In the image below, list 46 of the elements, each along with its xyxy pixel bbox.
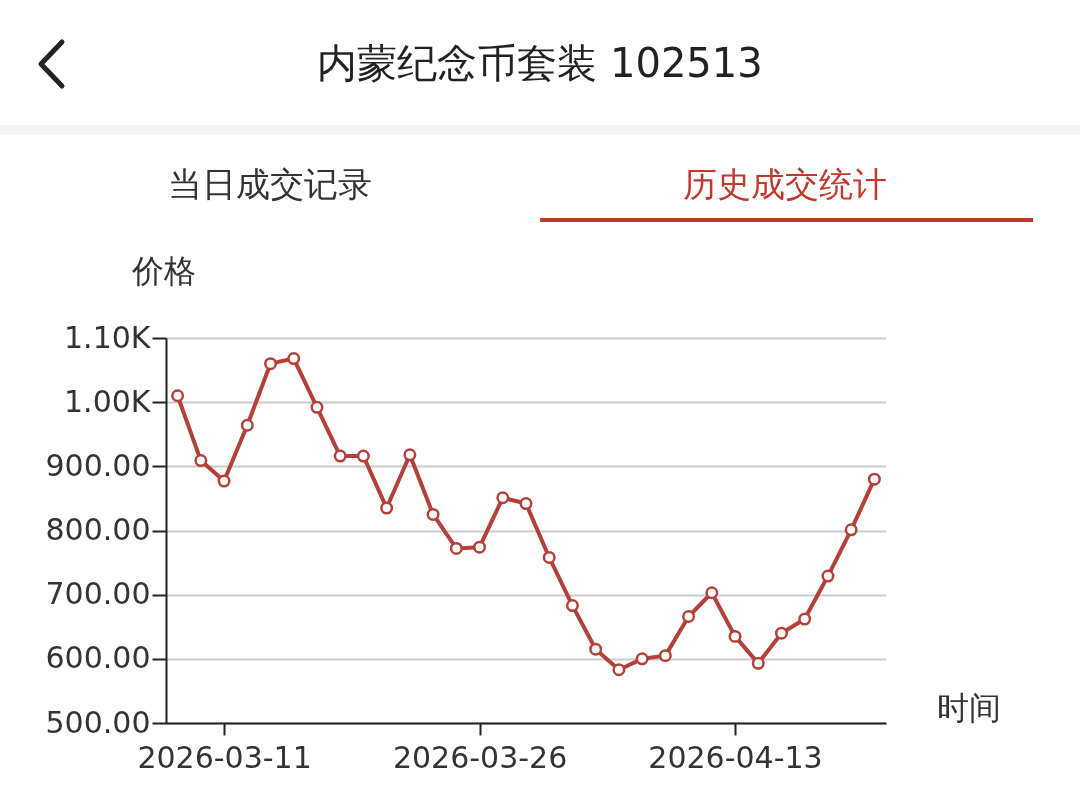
y-tick-label: 600.00 bbox=[45, 640, 151, 676]
text: 历史成交统计 bbox=[682, 163, 888, 206]
point bbox=[287, 352, 301, 366]
x-tick-label: 2026-03-11 bbox=[137, 739, 312, 775]
point bbox=[519, 497, 533, 511]
point bbox=[496, 491, 510, 505]
point bbox=[240, 418, 254, 432]
point bbox=[705, 586, 719, 600]
point bbox=[403, 448, 417, 462]
chart-title: 内蒙纪念币套装 102513 bbox=[316, 39, 764, 88]
point bbox=[635, 652, 649, 666]
y-tick-label: 900.00 bbox=[45, 447, 151, 483]
y-tick-label: 700.00 bbox=[45, 576, 151, 612]
x-axis-title: 时间 bbox=[936, 688, 1001, 727]
y-tick-label: 1.10K bbox=[64, 319, 152, 355]
point bbox=[658, 649, 672, 663]
point bbox=[612, 663, 626, 677]
point bbox=[473, 540, 487, 554]
point bbox=[542, 550, 556, 564]
point bbox=[380, 501, 394, 515]
point bbox=[728, 629, 742, 643]
x-tick-label: 2026-04-13 bbox=[648, 739, 823, 775]
point bbox=[751, 656, 765, 670]
point bbox=[264, 357, 278, 371]
point bbox=[821, 569, 835, 583]
point bbox=[867, 472, 881, 486]
y-tick-label: 500.00 bbox=[45, 704, 151, 740]
y-axis-title: 价格 bbox=[130, 251, 196, 290]
y-tick-label: 800.00 bbox=[45, 512, 151, 547]
point bbox=[589, 642, 603, 656]
point bbox=[565, 599, 579, 613]
point bbox=[194, 454, 208, 468]
text: 当日成交记录 bbox=[167, 163, 373, 206]
x-tick-label: 2026-03-26 bbox=[392, 739, 568, 775]
point bbox=[426, 507, 440, 521]
point bbox=[310, 400, 324, 414]
point bbox=[449, 541, 463, 555]
y-tick-label: 1.00K bbox=[64, 383, 152, 419]
point bbox=[774, 626, 788, 640]
point bbox=[217, 474, 231, 488]
point bbox=[844, 523, 858, 537]
point bbox=[682, 610, 696, 623]
point bbox=[333, 449, 347, 463]
point bbox=[798, 612, 812, 626]
point bbox=[356, 449, 370, 463]
point bbox=[171, 389, 185, 403]
